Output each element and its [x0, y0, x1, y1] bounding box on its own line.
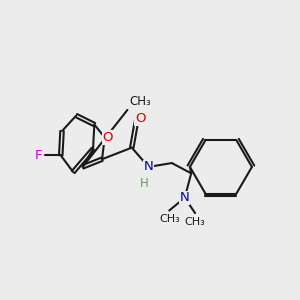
Text: CH₃: CH₃ [130, 94, 152, 108]
Text: CH₃: CH₃ [185, 217, 206, 227]
Text: O: O [135, 112, 145, 125]
Text: N: N [180, 191, 190, 204]
Text: CH₃: CH₃ [159, 214, 180, 224]
Text: N: N [144, 160, 154, 173]
Text: H: H [140, 177, 149, 190]
Text: O: O [103, 131, 113, 144]
Text: F: F [35, 149, 42, 162]
